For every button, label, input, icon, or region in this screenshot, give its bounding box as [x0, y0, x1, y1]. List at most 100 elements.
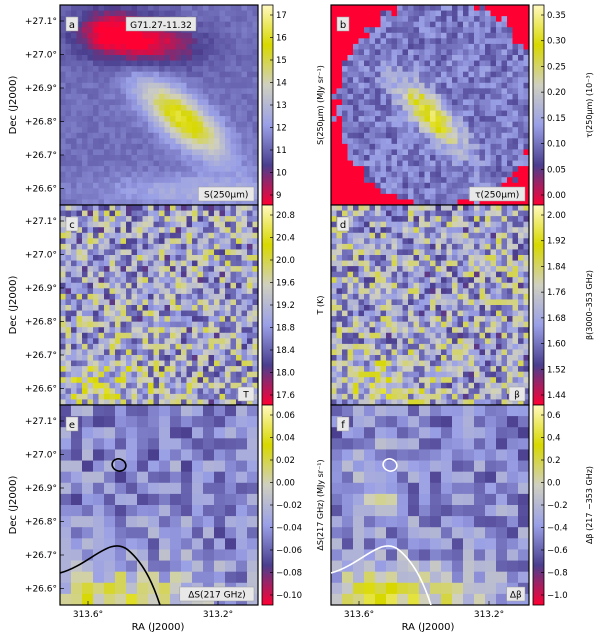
colorbar-tick-c: 18.8	[276, 324, 295, 334]
colorbar-tick-a: 10	[276, 169, 287, 179]
y-tick-label: +26.6°	[25, 585, 57, 595]
panel-letter-f: f	[341, 420, 345, 431]
colorbar-tick-c: 18.0	[276, 369, 295, 379]
y-tick-label: +26.6°	[25, 385, 57, 395]
y-axis-label-row2: Dec (J2000)	[8, 276, 19, 335]
colorbar-label-a: S(250µm) (MJy sr⁻¹)	[316, 65, 325, 145]
map-e	[60, 405, 259, 606]
colorbar-tick-e: −0.04	[276, 524, 302, 534]
colorbar-tick-f: 0.0	[547, 479, 561, 489]
y-axis-label-row3: Dec (J2000)	[8, 476, 19, 535]
colorbar-tick-a: 13	[276, 101, 287, 111]
colorbar-label-d: β(3000–353 GHz)	[585, 270, 594, 340]
colorbar-tick-c: 19.6	[276, 279, 295, 289]
colorbar-tick-a: 15	[276, 56, 287, 66]
colorbar-tick-b: 0.30	[547, 37, 566, 47]
panel-c: cT20.820.420.019.619.218.818.418.017.6T …	[60, 205, 325, 406]
y-tick-label: +27.0°	[25, 51, 57, 61]
colorbar-tick-d: 1.68	[547, 314, 566, 324]
colorbar-tick-b: 0.20	[547, 88, 566, 98]
colorbar-tick-b: 0.05	[547, 165, 566, 175]
colorbar-tick-d: 1.92	[547, 237, 566, 247]
y-tick-label: +26.6°	[25, 185, 57, 195]
y-tick-label: +26.9°	[25, 84, 57, 94]
colorbar-tick-f: −0.2	[547, 501, 568, 511]
colorbar-e: 0.060.040.020.00−0.02−0.04−0.06−0.08−0.1…	[262, 405, 325, 605]
y-tick-label: +26.7°	[25, 351, 57, 361]
colorbar-tick-d: 1.52	[547, 365, 566, 375]
colorbar-tick-a: 16	[276, 34, 287, 44]
colorbar-tick-f: −1.0	[547, 591, 568, 601]
y-tick-label: +26.7°	[25, 151, 57, 161]
colorbar-tick-b: 0.25	[547, 62, 566, 72]
panel-letter-d: d	[340, 220, 346, 231]
colorbar-tick-e: −0.10	[276, 591, 302, 601]
map-a	[60, 5, 259, 206]
panel-tag-b: τ(250µm)	[475, 191, 519, 201]
colorbar-tick-f: 0.4	[547, 434, 561, 444]
colorbar-tick-a: 9	[276, 191, 281, 201]
colorbar-tick-a: 14	[276, 79, 287, 89]
panel-letter-e: e	[69, 420, 75, 431]
colorbar-tick-e: −0.02	[276, 501, 302, 511]
x-tick-label: 313.6°	[73, 610, 103, 620]
colorbar-tick-d: 1.44	[547, 391, 566, 401]
colorbar-c: 20.820.420.019.619.218.818.418.017.6T (K…	[262, 205, 325, 405]
map-c	[60, 205, 259, 406]
colorbar-tick-c: 17.6	[276, 391, 295, 401]
colorbar-tick-e: −0.08	[276, 569, 302, 579]
panel-tag-c: T	[242, 391, 249, 401]
panel-tag-d: β	[514, 391, 520, 401]
y-tick-label: +26.7°	[25, 551, 57, 561]
panel-tag-e: ΔS(217 GHz)	[188, 591, 245, 601]
colorbar-tick-e: 0.04	[276, 434, 295, 444]
x-tick-label: 313.2°	[203, 610, 233, 620]
panel-letter-c: c	[69, 220, 75, 231]
y-tick-label: +26.8°	[25, 518, 57, 528]
colorbar-tick-d: 1.84	[547, 262, 566, 272]
colorbar-tick-e: 0.00	[276, 479, 295, 489]
colorbar-tick-a: 17	[276, 11, 287, 21]
colorbar-label-e: ΔS(217 GHz) (MJy sr⁻¹)	[316, 459, 325, 550]
colorbar-f: 0.60.40.20.0−0.2−0.4−0.6−0.8−1.0Δβ (217 …	[533, 405, 594, 605]
map-f	[331, 405, 530, 606]
colorbar-tick-f: 0.6	[547, 411, 561, 421]
y-tick-label: +27.1°	[25, 417, 57, 427]
panel-letter-a: a	[69, 20, 75, 31]
panel-d: d β 2.00 1.92 1.84 1.76 1.68 1.60 1.52 1.44 β(3000…	[331, 205, 594, 406]
panel-b: bτ(250µm)0.350.300.250.200.150.100.050.0…	[331, 5, 594, 206]
colorbar-tick-f: −0.6	[547, 546, 568, 556]
colorbar-tick-e: 0.06	[276, 411, 295, 421]
colorbar-d: 2.00 1.92 1.84 1.76 1.68 1.60 1.52 1.44 β(3000–3…	[533, 205, 594, 405]
colorbar-tick-f: −0.4	[547, 524, 568, 534]
colorbar-tick-b: 0.10	[547, 140, 566, 150]
x-axis-label-left: RA (J2000)	[132, 622, 185, 633]
colorbar-label-c: T (K)	[316, 296, 325, 316]
colorbar-tick-e: −0.06	[276, 546, 302, 556]
panel-letter-b: b	[340, 20, 346, 31]
colorbar-tick-c: 20.8	[276, 211, 295, 221]
colorbar-tick-a: 11	[276, 146, 287, 156]
colorbar-tick-f: 0.2	[547, 456, 561, 466]
x-tick-label: 313.2°	[474, 610, 504, 620]
y-axis-label-row1: Dec (J2000)	[8, 76, 19, 135]
panel-tag-a: S(250µm)	[204, 191, 248, 201]
y-tick-label: +26.8°	[25, 318, 57, 328]
colorbar-tick-d: 2.00	[547, 211, 566, 221]
colorbar-tick-d: 1.60	[547, 340, 566, 350]
colorbar-tick-b: 0.00	[547, 191, 566, 201]
y-tick-label: +26.9°	[25, 284, 57, 294]
target-name-label: G71.27-11.32	[130, 21, 192, 31]
panel-tag-f: Δβ	[510, 591, 522, 601]
x-axis-label-right: RA (J2000)	[402, 622, 455, 633]
y-tick-label: +27.1°	[25, 217, 57, 227]
y-tick-label: +27.1°	[25, 17, 57, 27]
panel-e: eΔS(217 GHz)0.060.040.020.00−0.02−0.04−0…	[60, 405, 325, 606]
map-d	[331, 205, 530, 406]
colorbar-tick-d: 1.76	[547, 288, 566, 298]
colorbar-tick-b: 0.35	[547, 11, 566, 21]
